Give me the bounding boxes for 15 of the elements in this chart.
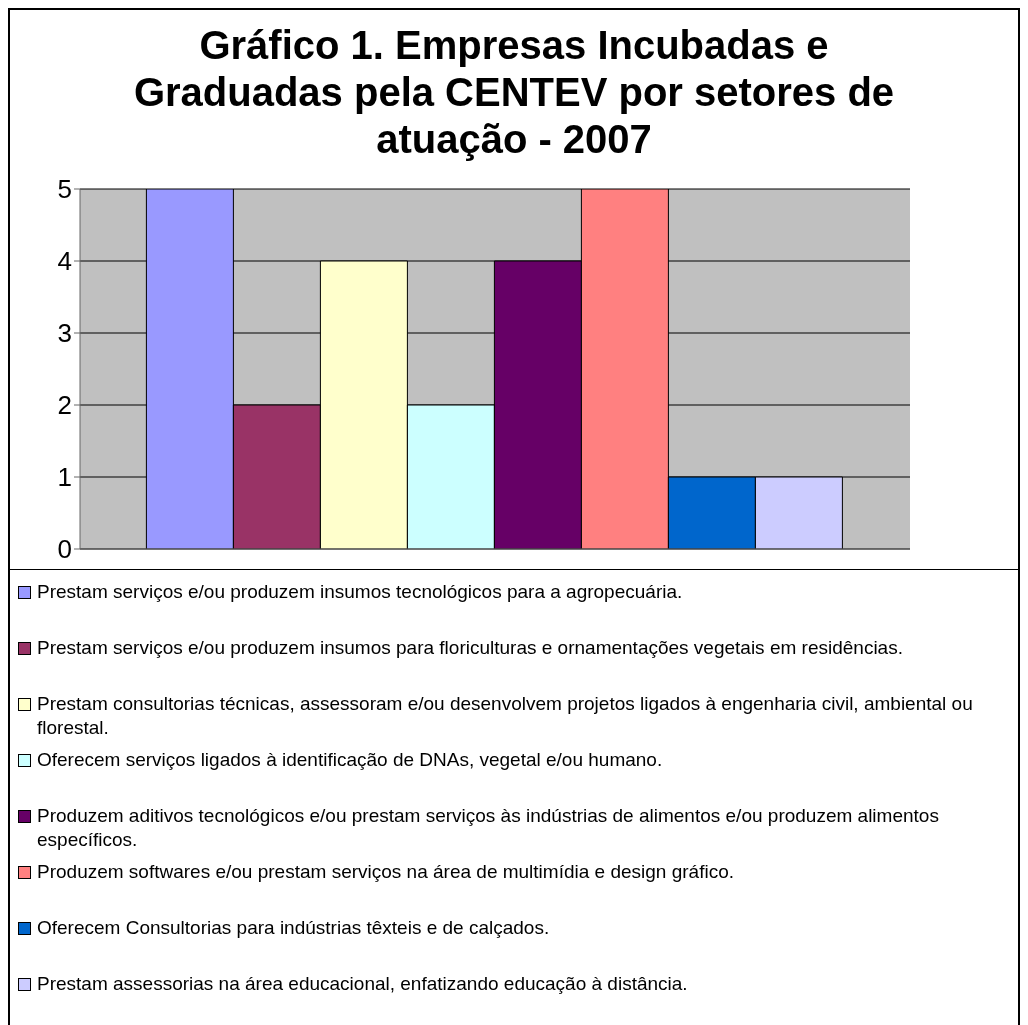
legend-label: Prestam consultorias técnicas, assessoram e/ou desenvolvem projetos ligados à engenharia civil, ambiental ou florestal. <box>37 692 974 740</box>
legend-label: Oferecem serviços ligados à identificação de DNAs, vegetal e/ou humano. <box>37 748 663 772</box>
legend-label: Prestam serviços e/ou produzem insumos tecnológicos para a agropecuária. <box>37 580 683 604</box>
y-tick-label: 2 <box>57 390 72 421</box>
legend-label: Produzem softwares e/ou prestam serviços na área de multimídia e design gráfico. <box>37 860 734 884</box>
y-tick-label: 5 <box>57 174 72 205</box>
y-tick-label: 0 <box>57 534 72 565</box>
y-tick-label: 3 <box>57 318 72 349</box>
y-tick-label: 1 <box>57 462 72 493</box>
chart-title: Gráfico 1. Empresas Incubadas e Graduadas pela CENTEV por setores de atuação - 2007 <box>132 22 896 163</box>
legend-label: Prestam assessorias na área educacional, enfatizando educação à distância. <box>37 972 688 996</box>
legend-label: Produzem aditivos tecnológicos e/ou prestam serviços às indústrias de alimentos e/ou produzem alimentos específicos. <box>37 804 940 852</box>
legend-label: Prestam serviços e/ou produzem insumos para floriculturas e ornamentações vegetais em residências. <box>37 636 903 660</box>
y-tick-label: 4 <box>57 246 72 277</box>
legend-label: Oferecem Consultorias para indústrias têxteis e de calçados. <box>37 916 550 940</box>
